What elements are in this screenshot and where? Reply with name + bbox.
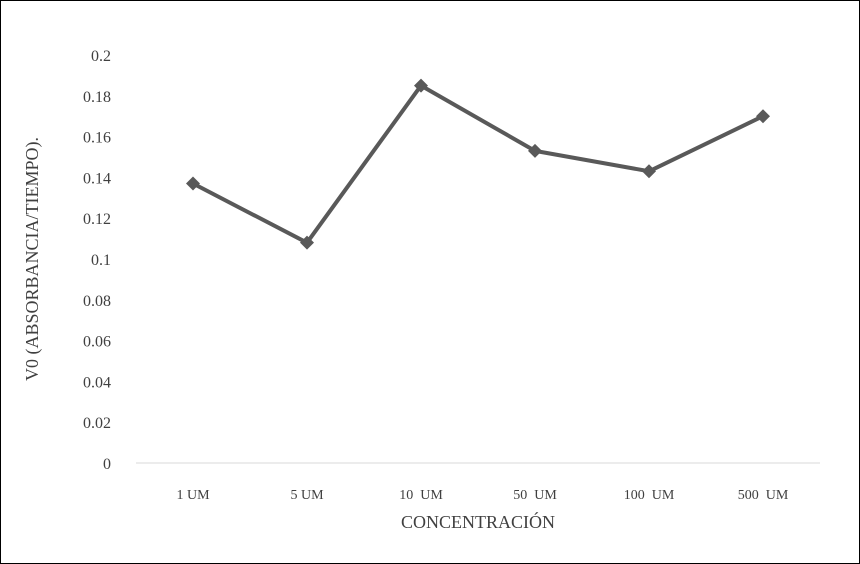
y-tick-label: 0 [103, 456, 111, 473]
y-tick-label: 0.06 [83, 334, 111, 351]
data-point-marker [642, 164, 656, 179]
x-category-label: 5 UM [290, 488, 324, 503]
data-point-marker [414, 78, 428, 93]
x-axis-categories: 1 UM 5 UM 10 UM 50 UM 100 UM 500 UM [176, 488, 788, 503]
x-axis-title: CONCENTRACIÓN [401, 511, 555, 532]
x-category-label: 50 UM [513, 488, 557, 503]
data-point-marker [756, 109, 770, 124]
y-tick-label: 0.02 [83, 415, 111, 432]
y-tick-label: 0.12 [83, 211, 111, 228]
y-tick-label: 0.2 [91, 48, 111, 65]
x-category-label: 500 UM [738, 488, 789, 503]
y-tick-label: 0.16 [83, 130, 111, 147]
y-axis-ticks: 0 0.02 0.04 0.06 0.08 0.1 0.12 0.14 0.16 0.18 0.2 [83, 48, 111, 473]
y-tick-label: 0.04 [83, 374, 111, 391]
x-category-label: 10 UM [399, 488, 443, 503]
y-tick-label: 0.1 [91, 252, 111, 269]
series-line [192, 83, 764, 245]
x-category-label: 100 UM [624, 488, 675, 503]
y-tick-label: 0.18 [83, 89, 111, 106]
y-axis-title: V0 (ABSORBANCIA/TIEMPO). [22, 137, 43, 381]
y-tick-label: 0.14 [83, 170, 111, 187]
series-markers [186, 78, 770, 250]
data-point-marker [186, 176, 200, 191]
y-tick-label: 0.08 [83, 293, 111, 310]
data-point-marker [300, 235, 314, 250]
x-category-label: 1 UM [176, 488, 210, 503]
data-point-marker [528, 143, 542, 158]
